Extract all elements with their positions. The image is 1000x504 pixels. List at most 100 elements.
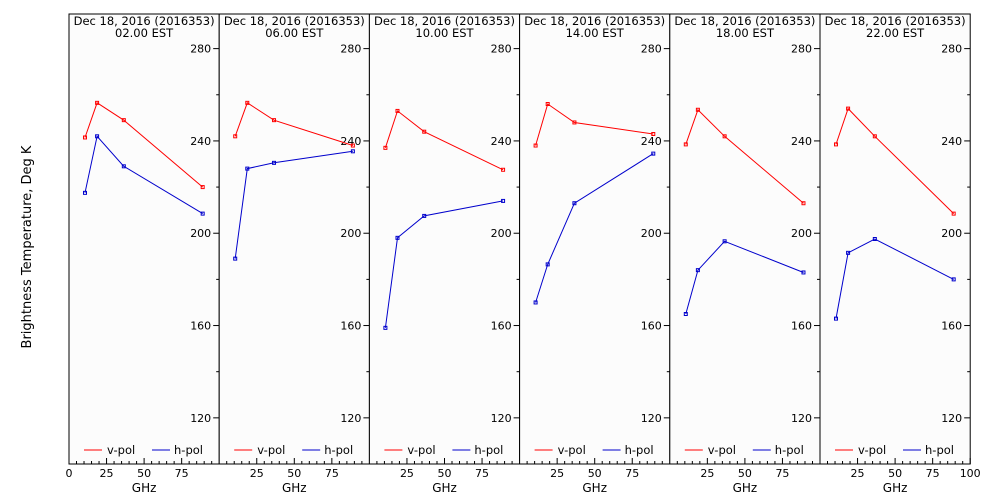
y-tick-label: 160 bbox=[941, 320, 962, 333]
data-point-h-pol bbox=[245, 166, 250, 171]
series-line-h-pol bbox=[835, 238, 954, 319]
panel-6: Dec 18, 2016 (2016353)22.00 EST 120 160 200… bbox=[819, 13, 981, 495]
panel-time: 06.00 EST bbox=[265, 26, 324, 40]
panel-title: Dec 18, 2016 (2016353) bbox=[224, 14, 365, 28]
data-point-h-pol bbox=[695, 268, 700, 273]
y-tick-label: 280 bbox=[641, 43, 662, 56]
x-tick-label: 75 bbox=[475, 467, 489, 480]
series-line-v-pol bbox=[535, 103, 654, 146]
data-point-v-pol bbox=[383, 145, 388, 150]
plot-area bbox=[368, 13, 521, 465]
x-axis-label: GHz bbox=[432, 481, 457, 495]
y-tick-label: 280 bbox=[190, 43, 211, 56]
y-tick-label: 160 bbox=[190, 320, 211, 333]
series-line-h-pol bbox=[535, 153, 654, 303]
data-point-v-pol bbox=[545, 102, 550, 106]
y-tick-label: 160 bbox=[641, 320, 662, 333]
data-point-h-pol bbox=[121, 164, 126, 169]
data-point-h-pol bbox=[501, 198, 506, 203]
data-point-h-pol bbox=[383, 325, 388, 330]
x-tick-label: 75 bbox=[625, 467, 639, 480]
x-tick-label: 50 bbox=[137, 467, 151, 480]
data-point-v-pol bbox=[695, 107, 700, 112]
legend-label-hpol: h-pol bbox=[925, 443, 954, 457]
x-axis-label: GHz bbox=[883, 481, 908, 495]
x-tick-label: 50 bbox=[588, 467, 602, 480]
panel-3: Dec 18, 2016 (2016353)10.00 EST 120 160 200… bbox=[368, 13, 521, 495]
y-tick-label: 280 bbox=[340, 43, 361, 56]
y-axis-label: Brightness Temperature, Deg K bbox=[20, 145, 35, 348]
x-tick-label: 50 bbox=[438, 467, 452, 480]
data-point-v-pol bbox=[651, 132, 656, 136]
y-tick-label: 280 bbox=[491, 43, 512, 56]
y-tick-label: 240 bbox=[791, 135, 812, 148]
series-line-v-pol bbox=[835, 107, 955, 214]
data-point-h-pol bbox=[651, 151, 656, 156]
panel-time: 14.00 EST bbox=[566, 26, 625, 40]
data-point-v-pol bbox=[683, 142, 688, 147]
x-tick-label: 75 bbox=[926, 467, 940, 480]
plot-area bbox=[669, 13, 821, 465]
panel-time: 22.00 EST bbox=[866, 26, 925, 40]
y-tick-label: 240 bbox=[190, 135, 211, 148]
x-tick-label: 25 bbox=[851, 467, 865, 480]
x-axis-label: GHz bbox=[282, 481, 307, 495]
panel-title: Dec 18, 2016 (2016353) bbox=[74, 14, 215, 28]
y-tick-label: 120 bbox=[791, 412, 812, 425]
y-tick-label: 120 bbox=[491, 412, 512, 425]
data-point-h-pol bbox=[422, 213, 427, 218]
data-point-h-pol bbox=[95, 134, 100, 139]
y-tick-label: 240 bbox=[491, 135, 512, 148]
data-point-h-pol bbox=[272, 160, 277, 165]
legend-label-hpol: h-pol bbox=[174, 443, 203, 457]
data-point-h-pol bbox=[872, 237, 877, 241]
series-line-v-pol bbox=[234, 102, 354, 146]
legend-label-vpol: v-pol bbox=[257, 443, 285, 457]
x-tick-label: 25 bbox=[700, 467, 714, 480]
x-tick-label: 75 bbox=[775, 467, 789, 480]
data-point-h-pol bbox=[722, 239, 727, 244]
x-tick-label: 75 bbox=[325, 467, 339, 480]
data-point-v-pol bbox=[350, 143, 355, 148]
plot-area bbox=[819, 13, 971, 465]
panel-time: 10.00 EST bbox=[415, 26, 474, 40]
data-point-v-pol bbox=[121, 118, 126, 123]
data-point-h-pol bbox=[846, 250, 851, 255]
data-point-v-pol bbox=[833, 142, 838, 147]
legend-label-vpol: v-pol bbox=[708, 443, 736, 457]
series-line-h-pol bbox=[84, 135, 203, 215]
panel-2: Dec 18, 2016 (2016353)06.00 EST 120 160 200… bbox=[218, 13, 370, 495]
y-tick-label: 240 bbox=[641, 135, 662, 148]
data-point-h-pol bbox=[395, 235, 400, 240]
data-point-h-pol bbox=[200, 211, 205, 216]
data-point-v-pol bbox=[501, 167, 506, 172]
plot-area bbox=[519, 13, 671, 465]
legend-label-vpol: v-pol bbox=[858, 443, 886, 457]
data-point-v-pol bbox=[272, 118, 277, 123]
x-axis-label: GHz bbox=[132, 481, 157, 495]
data-point-v-pol bbox=[422, 129, 427, 134]
panel-4: Dec 18, 2016 (2016353)14.00 EST 120 160 200… bbox=[519, 13, 671, 495]
y-tick-label: 160 bbox=[791, 320, 812, 333]
data-point-v-pol bbox=[533, 143, 538, 148]
data-point-h-pol bbox=[233, 256, 238, 261]
data-point-v-pol bbox=[200, 185, 205, 190]
y-tick-label: 200 bbox=[190, 227, 211, 240]
y-tick-label: 240 bbox=[941, 135, 962, 148]
y-tick-label: 120 bbox=[340, 412, 361, 425]
y-tick-label: 200 bbox=[641, 227, 662, 240]
series-line-h-pol bbox=[685, 240, 804, 315]
x-tick-label: 25 bbox=[550, 467, 564, 480]
data-point-v-pol bbox=[846, 106, 851, 111]
data-point-h-pol bbox=[683, 312, 688, 316]
y-tick-label: 120 bbox=[941, 412, 962, 425]
data-point-h-pol bbox=[545, 262, 550, 267]
data-point-v-pol bbox=[233, 134, 238, 139]
data-point-h-pol bbox=[801, 270, 806, 275]
panel-title: Dec 18, 2016 (2016353) bbox=[825, 14, 966, 28]
y-tick-label: 240 bbox=[340, 135, 361, 148]
plot-area bbox=[218, 13, 370, 465]
x-tick-label: 25 bbox=[400, 467, 414, 480]
y-tick-label: 200 bbox=[791, 227, 812, 240]
